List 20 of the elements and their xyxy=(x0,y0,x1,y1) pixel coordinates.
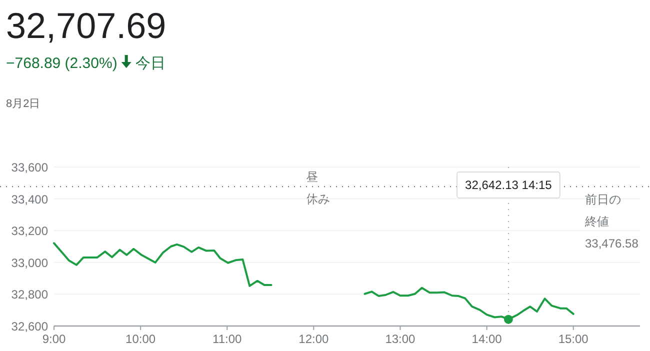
y-tick-label: 32,600 xyxy=(11,320,48,334)
chart-subtitle: −768.89 (2.30%) xyxy=(6,55,118,72)
annotation: 32,642.13 14:15 xyxy=(465,178,552,192)
x-tick-label: 11:00 xyxy=(212,332,242,346)
text: 8月2日 xyxy=(6,98,40,110)
y-tick-label: 33,400 xyxy=(11,192,48,206)
x-tick-label: 9:00 xyxy=(42,332,66,346)
x-tick-label: 15:00 xyxy=(558,332,589,346)
x-tick-label: 12:00 xyxy=(298,332,330,346)
y-tick-label: 33,200 xyxy=(11,224,48,238)
y-tick-label: 33,600 xyxy=(11,160,48,174)
x-tick-label: 14:00 xyxy=(472,332,502,346)
chart-title: 32,707.69 xyxy=(6,5,166,46)
y-tick-label: 33,000 xyxy=(11,256,48,270)
x-tick-label: 13:00 xyxy=(385,332,416,346)
text: 今日 xyxy=(135,55,166,72)
ref-line-label: 前日の終値 33,476.58 xyxy=(584,192,639,251)
line-series xyxy=(53,242,272,287)
y-tick-label: 32,800 xyxy=(11,288,48,302)
x-tick-label: 10:00 xyxy=(126,332,156,346)
